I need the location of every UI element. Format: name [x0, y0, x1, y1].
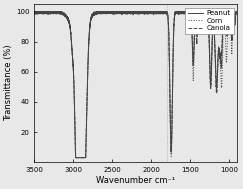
Corn — [200, 13, 203, 15]
Peanut — [236, 11, 239, 13]
Corn — [110, 12, 113, 14]
Corn — [33, 11, 36, 13]
Y-axis label: Transmittance (%): Transmittance (%) — [4, 45, 13, 122]
Canola — [33, 11, 36, 13]
Corn — [165, 11, 168, 13]
Line: Peanut: Peanut — [34, 12, 237, 158]
Peanut — [184, 12, 187, 14]
Corn — [74, 156, 77, 159]
Canola — [110, 12, 113, 15]
Canola — [236, 11, 239, 13]
Canola — [33, 11, 36, 14]
Line: Corn: Corn — [34, 12, 237, 158]
Corn — [184, 12, 187, 15]
Peanut — [70, 36, 73, 39]
X-axis label: Wavenumber cm⁻¹: Wavenumber cm⁻¹ — [96, 176, 175, 185]
Legend: Peanut, Corn, Canola: Peanut, Corn, Canola — [185, 8, 234, 34]
Corn — [155, 11, 157, 14]
Peanut — [74, 156, 77, 159]
Corn — [34, 11, 36, 13]
Canola — [200, 12, 203, 15]
Canola — [74, 156, 77, 159]
Canola — [70, 37, 73, 40]
Peanut — [155, 12, 157, 14]
Canola — [155, 12, 157, 14]
Peanut — [200, 13, 202, 16]
Canola — [184, 12, 187, 14]
Corn — [236, 11, 239, 13]
Peanut — [165, 11, 168, 13]
Corn — [70, 37, 73, 40]
Line: Canola: Canola — [34, 12, 237, 158]
Peanut — [33, 11, 36, 13]
Canola — [165, 11, 168, 13]
Peanut — [110, 11, 113, 13]
